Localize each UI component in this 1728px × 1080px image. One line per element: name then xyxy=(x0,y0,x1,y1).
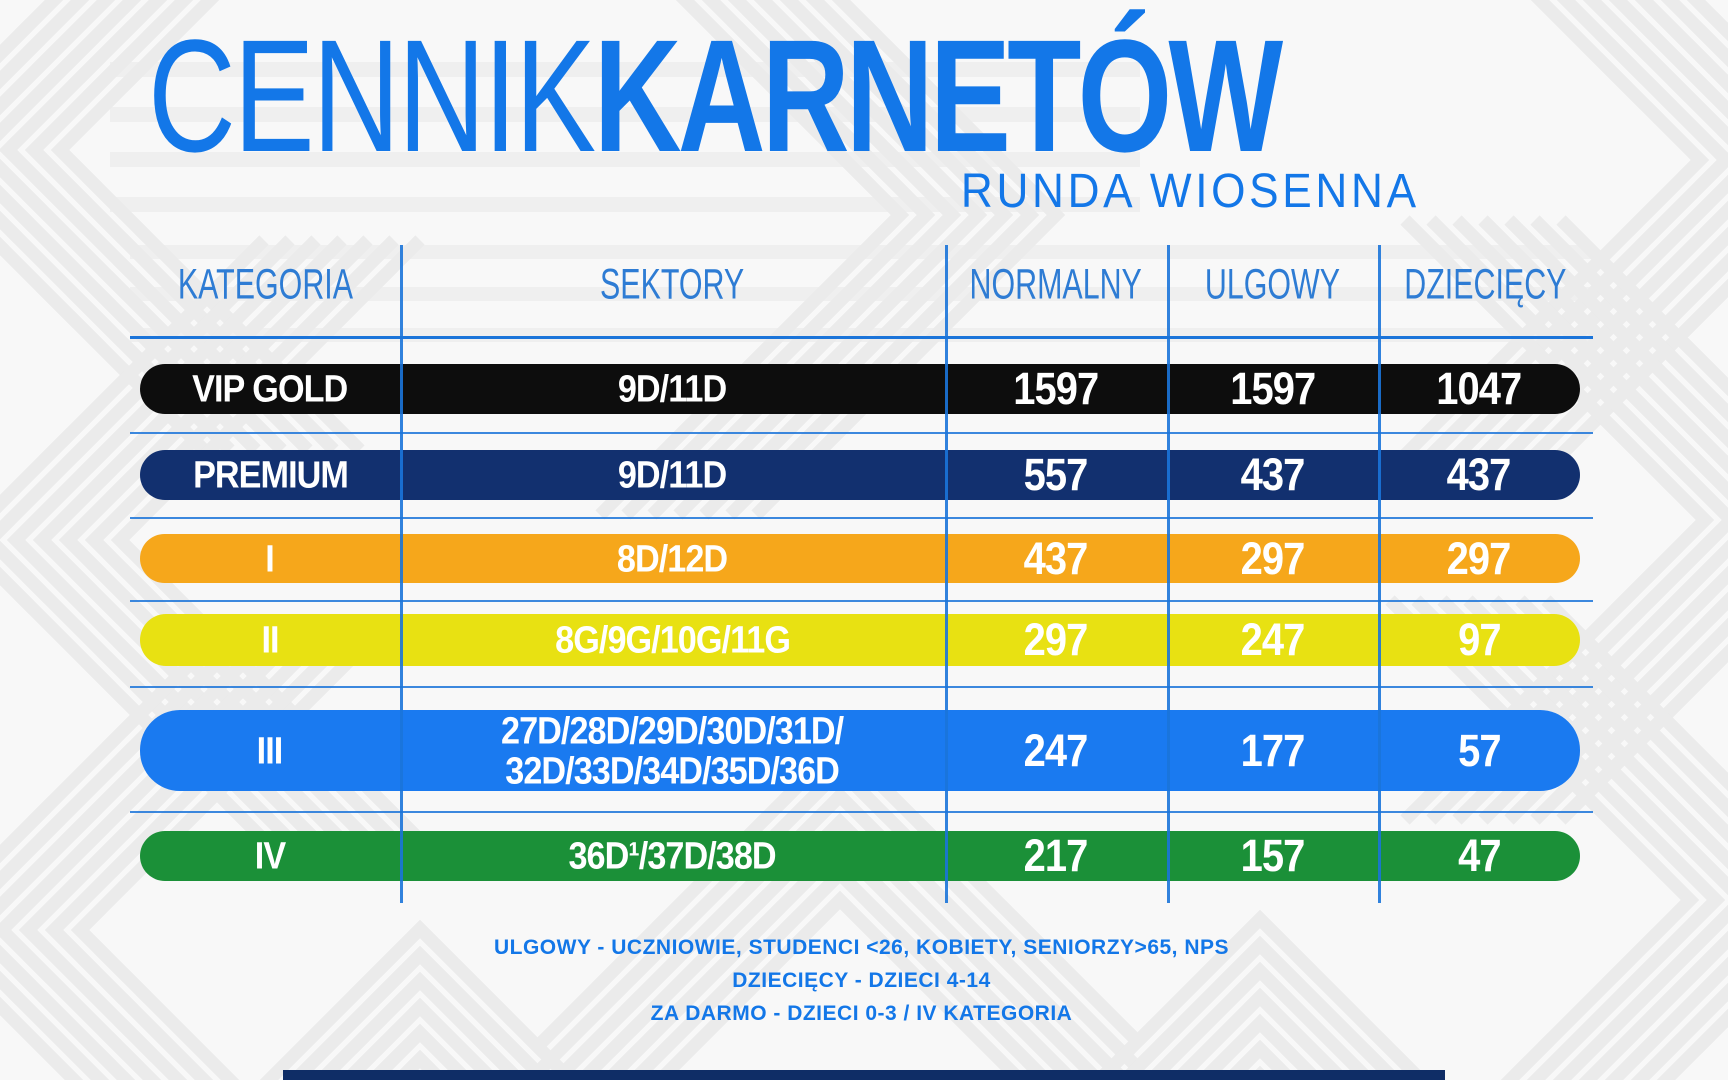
column-divider xyxy=(1167,245,1170,903)
header-underline xyxy=(130,336,1593,339)
footnote-za-darmo: ZA DARMO - DZIECI 0-3 / IV KATEGORIA xyxy=(650,1002,1073,1025)
price-table: KATEGORIA SEKTORY NORMALNY ULGOWY DZIECI… xyxy=(130,240,1593,920)
table-row-category-iv: IV 36D¹/37D/38D 217 157 47 xyxy=(140,830,1580,881)
price-ulgowy: 177 xyxy=(1240,724,1306,776)
row-separator xyxy=(130,600,1593,602)
category-cell: I xyxy=(265,536,276,580)
column-header-sektory: SEKTORY xyxy=(600,260,745,308)
price-dzieciecy: 97 xyxy=(1457,614,1501,665)
price-normalny: 557 xyxy=(1024,449,1089,500)
row-separator xyxy=(130,811,1593,813)
column-header-kategoria: KATEGORIA xyxy=(177,260,353,308)
price-dzieciecy: 297 xyxy=(1447,532,1512,584)
column-divider xyxy=(1378,245,1381,903)
page-title: CENNIKKARNETÓW xyxy=(148,16,1283,176)
price-normalny: 1597 xyxy=(1013,363,1100,414)
category-cell: VIP GOLD xyxy=(192,366,348,410)
footnote-dzieciecy: DZIECIĘCY - DZIECI 4-14 xyxy=(732,969,991,992)
table-row-category-ii: II 8G/9G/10G/11G 297 247 97 xyxy=(140,614,1580,666)
price-dzieciecy: 47 xyxy=(1457,830,1501,881)
sectors-cell: 9D/11D xyxy=(618,366,727,410)
price-ulgowy: 437 xyxy=(1240,449,1306,500)
table-row-category-i: I 8D/12D 437 297 297 xyxy=(140,532,1580,584)
price-ulgowy: 297 xyxy=(1240,532,1306,584)
price-ulgowy: 247 xyxy=(1240,614,1306,665)
price-normalny: 247 xyxy=(1024,724,1089,776)
table-row-premium: PREMIUM 9D/11D 557 437 437 xyxy=(140,449,1580,500)
footnotes: ULGOWY - UCZNIOWIE, STUDENCI <26, KOBIET… xyxy=(130,936,1593,1035)
column-divider xyxy=(400,245,403,903)
row-separator xyxy=(130,686,1593,688)
category-cell: IV xyxy=(254,833,286,877)
sectors-cell: 36D¹/37D/38D xyxy=(568,833,777,877)
price-ulgowy: 1597 xyxy=(1230,363,1316,414)
sectors-cell: 9D/11D xyxy=(618,452,727,496)
price-normalny: 297 xyxy=(1024,614,1089,665)
column-header-dzieciecy: DZIECIĘCY xyxy=(1404,260,1567,308)
title-cennik: CENNIK xyxy=(148,6,596,185)
column-header-normalny: NORMALNY xyxy=(969,260,1143,308)
category-cell: PREMIUM xyxy=(192,452,349,496)
row-separator xyxy=(130,517,1593,519)
column-header-ulgowy: ULGOWY xyxy=(1204,260,1341,308)
subtitle-runda-wiosenna: RUNDA WIOSENNA xyxy=(961,165,1420,218)
price-dzieciecy: 1047 xyxy=(1436,363,1523,414)
row-separator xyxy=(130,432,1593,434)
sectors-cell: 8D/12D xyxy=(617,536,728,580)
footnote-ulgowy: ULGOWY - UCZNIOWIE, STUDENCI <26, KOBIET… xyxy=(493,936,1230,959)
category-cell: II xyxy=(261,617,279,661)
table-row-vip-gold: VIP GOLD 9D/11D 1597 1597 1047 xyxy=(140,363,1580,414)
price-dzieciecy: 57 xyxy=(1457,724,1501,776)
price-normalny: 217 xyxy=(1024,830,1089,881)
category-cell: III xyxy=(257,728,284,772)
price-dzieciecy: 437 xyxy=(1447,449,1512,500)
price-ulgowy: 157 xyxy=(1240,830,1306,881)
table-row-category-iii: III 27D/28D/29D/30D/31D/ 32D/33D/34D/35D… xyxy=(140,710,1580,791)
sectors-cell: 8G/9G/10G/11G xyxy=(555,617,791,661)
price-normalny: 437 xyxy=(1024,532,1089,584)
column-divider xyxy=(945,245,948,903)
bottom-bar xyxy=(283,1070,1445,1080)
sectors-cell: 27D/28D/29D/30D/31D/ 32D/33D/34D/35D/36D xyxy=(501,708,844,792)
title-karnetow: KARNETÓW xyxy=(593,6,1283,185)
